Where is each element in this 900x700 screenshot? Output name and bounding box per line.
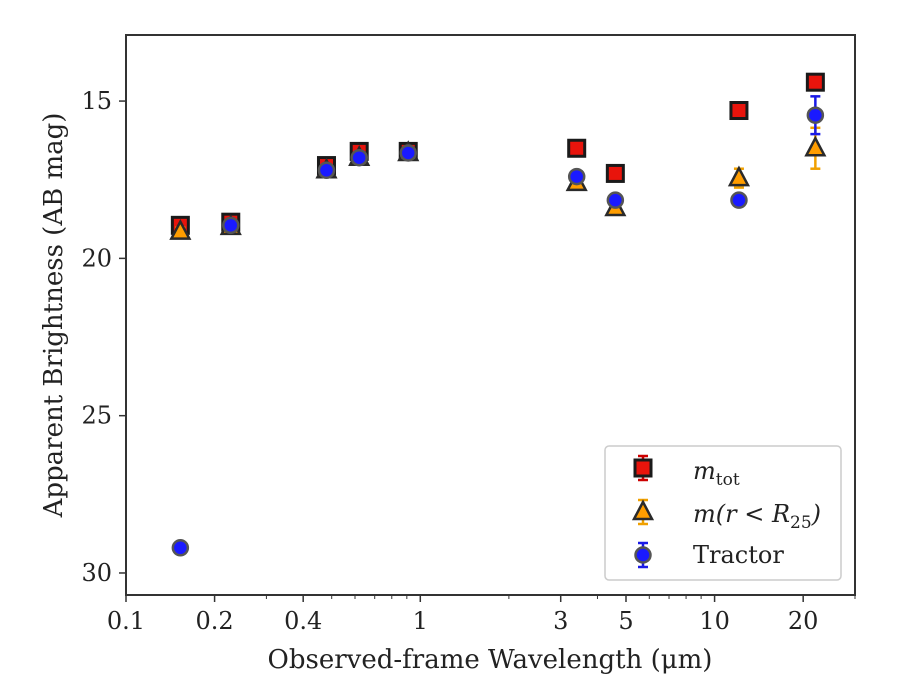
data-point — [350, 148, 368, 167]
data-point — [606, 191, 625, 209]
data-point — [567, 138, 587, 158]
data-point — [567, 167, 586, 186]
x-tick-label: 5 — [618, 607, 633, 635]
x-tick-label: 0.1 — [107, 607, 145, 635]
legend-label-mtot: mtot — [693, 457, 740, 490]
data-point — [171, 539, 190, 557]
legend-handle-mtot — [633, 454, 653, 482]
ticks-layer: 0.1 0.2 0.4 1 3 5 10 20 15 20 25 30 — [81, 87, 856, 635]
data-point — [806, 106, 825, 124]
y-tick-label: 20 — [81, 244, 112, 272]
series-tractor — [171, 95, 825, 557]
series-mtot — [170, 72, 825, 235]
legend-label-tractor: Tractor — [693, 541, 784, 569]
x-tick-label: 10 — [699, 607, 730, 635]
y-tick-label: 15 — [81, 87, 112, 115]
y-axis-label: Apparent Brightness (AB mag) — [39, 113, 69, 519]
data-point — [399, 144, 417, 162]
data-point — [730, 191, 748, 209]
data-point — [317, 161, 336, 180]
data-point — [729, 101, 749, 121]
legend-label-mr25: m(r < R25) — [693, 500, 821, 533]
legend-frame — [604, 445, 842, 581]
data-layer — [169, 72, 827, 557]
legend: mtot m(r < R25) Tractor — [604, 445, 842, 581]
legend-marker — [631, 499, 655, 521]
x-tick-label: 0.2 — [196, 607, 234, 635]
data-point — [605, 163, 625, 183]
plot-frame — [125, 34, 856, 596]
x-tick-label: 20 — [788, 607, 819, 635]
data-point — [804, 135, 827, 157]
legend-handle-tractor — [634, 541, 652, 569]
y-tick-label: 25 — [81, 402, 112, 430]
y-tick-label: 30 — [81, 559, 112, 587]
x-axis-label: Observed-frame Wavelength (μm) — [268, 645, 713, 675]
data-point — [169, 218, 192, 240]
data-point — [222, 216, 240, 235]
data-point — [727, 165, 751, 187]
x-tick-label: 1 — [413, 607, 428, 635]
series-mr25 — [169, 126, 827, 240]
x-tick-label: 3 — [553, 607, 568, 635]
legend-handle-mr25 — [631, 498, 655, 526]
data-point — [805, 72, 825, 92]
legend-marker — [634, 546, 652, 564]
legend-marker — [633, 458, 653, 478]
x-tick-label: 0.4 — [284, 607, 322, 635]
legend-markers — [631, 454, 655, 569]
